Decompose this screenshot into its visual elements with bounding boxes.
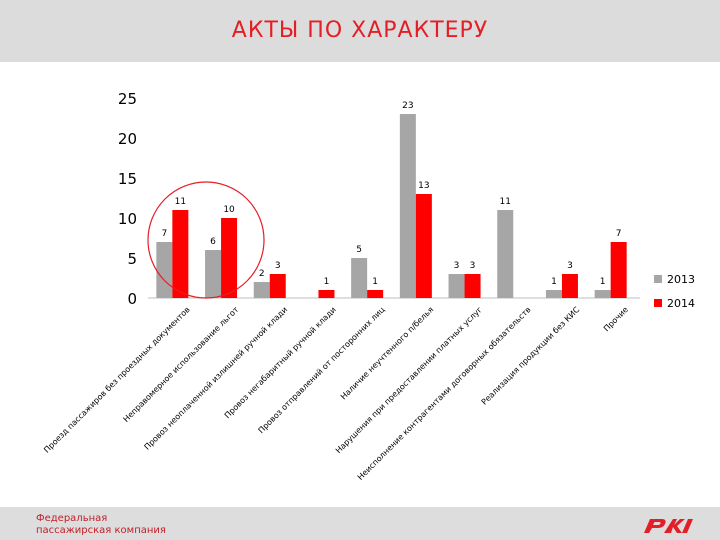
bar-2013	[594, 290, 611, 298]
data-label: 13	[418, 181, 429, 191]
data-label: 2	[259, 269, 265, 279]
data-label: 11	[175, 197, 186, 207]
data-label: 7	[616, 229, 622, 239]
data-label: 1	[551, 277, 557, 287]
data-label: 3	[470, 261, 476, 271]
legend-label: 2014	[667, 297, 695, 310]
header-bar	[0, 0, 720, 62]
rzd-logo	[644, 519, 693, 533]
bar-2013	[448, 274, 465, 298]
data-label: 7	[161, 229, 167, 239]
bar-2014	[464, 274, 481, 298]
data-label: 1	[372, 277, 378, 287]
legend-swatch	[654, 275, 662, 283]
data-label: 5	[356, 245, 362, 255]
x-tick-label: Наличие неучтенного п/белья	[339, 305, 435, 401]
bar-2013	[399, 114, 416, 298]
y-tick-label: 20	[118, 130, 137, 148]
data-label: 3	[567, 261, 573, 271]
data-label: 3	[275, 261, 281, 271]
bar-2014	[318, 290, 335, 298]
data-label: 11	[500, 197, 511, 207]
bar-2014	[221, 218, 238, 298]
x-tick-label: Неисполнение контрагентами договорных об…	[356, 305, 533, 482]
bar-2013	[545, 290, 562, 298]
y-tick-label: 15	[118, 170, 137, 188]
x-tick-label: Реализация продукции без КИС	[480, 305, 582, 407]
bar-2014	[367, 290, 384, 298]
bar-2014	[172, 210, 189, 298]
bar-2014	[561, 274, 578, 298]
y-tick-label: 10	[118, 210, 137, 228]
bar-2014	[269, 274, 286, 298]
x-tick-label: Провоз негабаритный ручной клади	[223, 305, 338, 420]
data-label: 1	[600, 277, 606, 287]
footer-bar	[0, 507, 720, 540]
bar-2014	[415, 194, 432, 298]
y-tick-label: 5	[127, 250, 137, 268]
bar-2013	[156, 242, 173, 298]
company-line-1: Федеральная	[36, 513, 108, 524]
data-label: 23	[402, 101, 413, 111]
x-tick-label: Прочие	[602, 305, 630, 333]
bar-2013	[205, 250, 222, 298]
bar-2014	[610, 242, 627, 298]
legend-swatch	[654, 299, 662, 307]
y-tick-label: 25	[118, 90, 137, 108]
bar-2013	[253, 282, 270, 298]
bar-2013	[351, 258, 368, 298]
data-label: 10	[223, 205, 235, 215]
page-title: АКТЫ ПО ХАРАКТЕРУ	[231, 18, 489, 43]
legend-label: 2013	[667, 273, 695, 286]
y-tick-label: 0	[127, 290, 137, 308]
company-name: Федеральная пассажирская компания	[36, 513, 166, 537]
data-label: 3	[454, 261, 460, 271]
bar-2013	[497, 210, 514, 298]
highlight-circle	[147, 181, 265, 299]
data-label: 1	[324, 277, 330, 287]
company-line-2: пассажирская компания	[36, 525, 166, 536]
data-label: 6	[210, 237, 216, 247]
